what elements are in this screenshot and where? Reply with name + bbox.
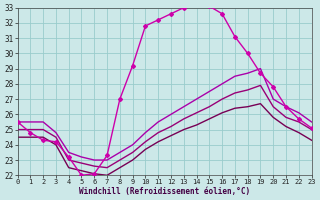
X-axis label: Windchill (Refroidissement éolien,°C): Windchill (Refroidissement éolien,°C)	[79, 187, 250, 196]
